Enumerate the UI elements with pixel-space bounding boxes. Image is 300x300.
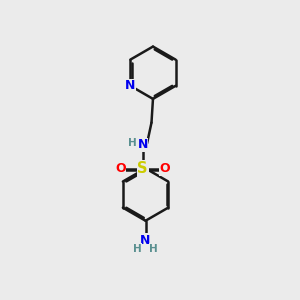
- Text: N: N: [137, 138, 148, 152]
- Text: O: O: [160, 162, 170, 175]
- Text: O: O: [115, 162, 126, 175]
- Text: N: N: [140, 234, 151, 247]
- Text: H: H: [149, 244, 158, 254]
- Text: N: N: [125, 79, 136, 92]
- Text: H: H: [133, 244, 142, 254]
- Text: S: S: [137, 161, 148, 176]
- Text: H: H: [128, 139, 136, 148]
